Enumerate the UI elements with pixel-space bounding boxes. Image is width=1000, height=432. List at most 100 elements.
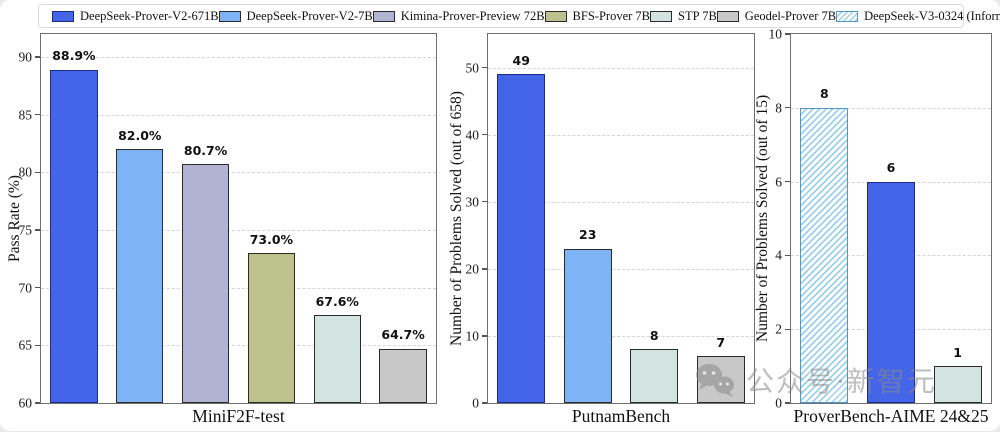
y-tick-mark (482, 268, 487, 270)
bar-value-label: 82.0% (118, 127, 162, 143)
bar-value-label: 6 (886, 160, 896, 176)
gridline-70 (41, 287, 436, 289)
legend-item-2: Kimina-Prover-Preview 72B (372, 8, 545, 24)
y-tick-mark (35, 286, 40, 289)
x-axis-label-proverbench: ProverBench-AIME 24&25 (793, 406, 989, 426)
bar-deepseek-prover-v2-671b (867, 181, 915, 403)
legend-item-0: DeepSeek-Prover-V2-671B (52, 9, 219, 24)
plot-area-putnambench: 0 10 20 30 40 50 49 23 8 7 (466, 33, 755, 409)
y-tick-label: 70 (18, 279, 33, 295)
y-tick-label: 75 (18, 222, 33, 238)
y-tick-mark (785, 33, 790, 35)
bar-value-label: 80.7% (183, 142, 228, 158)
y-tick-label: 50 (465, 59, 480, 75)
legend-label-3: BFS-Prover 7B (572, 8, 650, 23)
y-tick-mark (785, 180, 790, 183)
plot-area-minif2f: 60 65 70 75 80 85 90 88.9% 82.0% 80.7% 73.0% 67.6% 6… (19, 33, 437, 409)
y-tick-mark (35, 344, 40, 347)
legend-swatch-4 (650, 10, 672, 22)
y-tick-mark (785, 328, 790, 330)
bar-value-label: 1 (953, 344, 963, 360)
legend-swatch-0 (52, 10, 74, 22)
legend: DeepSeek-Prover-V2-671B DeepSeek-Prover-V… (38, 4, 1000, 28)
y-tick-label: 2 (775, 321, 782, 337)
legend-label-2: Kimina-Prover-Preview 72B (400, 8, 545, 23)
legend-swatch-6 (836, 10, 859, 22)
y-tick-mark (482, 402, 487, 404)
y-tick-mark (482, 66, 487, 69)
legend-label-1: DeepSeek-Prover-V2-7B (246, 8, 373, 23)
y-tick-label: 90 (18, 49, 33, 65)
y-tick-mark (35, 402, 40, 404)
y-tick-mark (482, 335, 487, 337)
gridline-85 (41, 114, 436, 116)
y-tick-mark (785, 402, 790, 404)
y-tick-label: 8 (775, 100, 782, 116)
y-tick-label: 30 (465, 193, 480, 209)
legend-label-6: DeepSeek-V3-0324 (Informal) (864, 8, 1000, 23)
y-tick-mark (482, 201, 487, 203)
bar-deepseek-prover-v2-671b (50, 69, 98, 403)
y-tick-label: 40 (465, 126, 480, 142)
y-axis-label-proverbench: Number of Problems Solved (out of 15) (754, 94, 771, 343)
gridline-50 (488, 67, 754, 69)
bar-bfs-prover-7b (247, 253, 296, 403)
bar-deepseek-v3-0324-informal- (800, 107, 849, 403)
y-tick-mark (35, 114, 40, 116)
legend-label-4: STP 7B (678, 8, 717, 23)
gridline-10 (488, 335, 754, 337)
gridline-40 (488, 134, 754, 136)
legend-item-3: BFS-Prover 7B (544, 8, 650, 24)
bar-kimina-prover-preview-72b (181, 164, 230, 403)
bar-stp-7b (630, 349, 679, 403)
gridline-90 (41, 57, 436, 59)
bar-geodel-prover-7b (379, 348, 427, 403)
legend-item-1: DeepSeek-Prover-V2-7B (218, 8, 373, 24)
gridline-65 (41, 345, 436, 347)
bar-geodel-prover-7b (696, 356, 745, 403)
y-tick-label: 6 (775, 173, 782, 189)
legend-swatch-5 (716, 10, 739, 22)
x-axis-label-minif2f: MiniF2F-test (192, 406, 285, 426)
gridline-80 (41, 172, 436, 174)
gridline-75 (41, 230, 436, 232)
y-tick-label: 10 (465, 328, 480, 344)
bar-value-label: 73.0% (249, 231, 294, 247)
legend-item-5: Geodel-Prover 7B (716, 8, 837, 24)
gridline-20 (488, 268, 754, 270)
gridline-8 (791, 107, 991, 109)
bar-stp-7b (933, 366, 982, 403)
y-tick-label: 10 (768, 26, 783, 42)
y-tick-label: 60 (18, 395, 33, 411)
gridline-30 (488, 201, 754, 203)
legend-label-0: DeepSeek-Prover-V2-671B (80, 8, 219, 23)
legend-swatch-1 (218, 10, 241, 22)
bar-value-label: 49 (512, 52, 530, 68)
y-tick-label: 20 (465, 261, 480, 277)
y-tick-mark (35, 229, 40, 231)
bar-deepseek-prover-v2-7b (563, 248, 612, 403)
y-tick-label: 0 (472, 395, 479, 411)
legend-item-4: STP 7B (650, 9, 717, 24)
y-tick-mark (35, 171, 40, 174)
y-tick-label: 85 (18, 106, 33, 122)
y-tick-label: 80 (18, 164, 33, 180)
y-tick-label: 0 (775, 395, 782, 411)
y-tick-mark (35, 56, 40, 58)
bar-value-label: 64.7% (381, 327, 425, 343)
bar-value-label: 8 (649, 327, 659, 343)
bar-value-label: 88.9% (52, 48, 96, 64)
y-tick-label: 4 (775, 247, 782, 263)
y-tick-mark (785, 254, 790, 257)
legend-swatch-3 (544, 10, 567, 22)
bar-value-label: 23 (579, 227, 597, 243)
y-tick-label: 65 (18, 337, 33, 353)
y-axis-label-putnambench: Number of Problems Solved (out of 658) (448, 91, 465, 346)
legend-swatch-2 (372, 10, 395, 22)
bar-value-label: 8 (819, 86, 829, 102)
bar-deepseek-prover-v2-7b (116, 149, 164, 403)
x-axis-label-putnambench: PutnamBench (571, 406, 671, 426)
legend-label-5: Geodel-Prover 7B (744, 8, 837, 23)
bar-value-label: 7 (716, 334, 726, 350)
